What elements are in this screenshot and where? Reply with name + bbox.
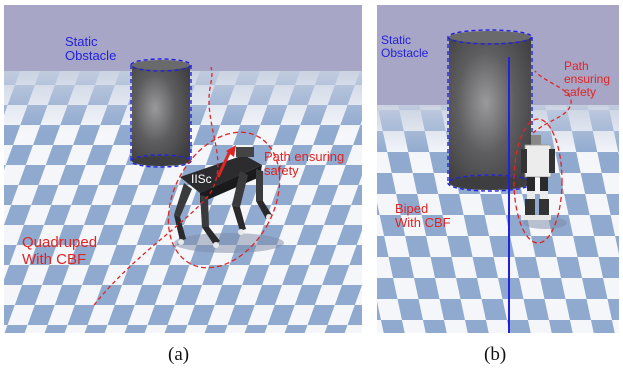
- safe-path-trajectory: [93, 66, 219, 306]
- static-obstacle-label-line1: Static: [381, 33, 412, 47]
- panel-a-simulation-view: Static Obstacle IISc Path ensuring safet…: [4, 5, 362, 333]
- path-label-line2: ensuring: [564, 72, 611, 87]
- safe-path-trajectory: [532, 70, 572, 134]
- biped-robot: [521, 135, 555, 220]
- robot-shadow: [174, 233, 284, 253]
- iisc-logo-text: IISc: [191, 172, 212, 186]
- static-obstacle-label-line2: Obstacle: [381, 46, 429, 61]
- static-obstacle-label-line1: Static: [65, 34, 98, 49]
- panel-b-simulation-view: Static Obstacle Path ensuring safety Bip…: [377, 5, 619, 333]
- path-label-line1: Path: [564, 59, 589, 73]
- robot-label-line2: With CBF: [22, 250, 87, 268]
- quadruped-with-cbf-label: Quadruped With CBF: [22, 234, 98, 268]
- robot-safety-ellipse: [513, 118, 563, 244]
- panel-b-scene: [377, 5, 619, 333]
- path-label-line1: Path ensuring: [264, 149, 345, 164]
- path-ensuring-safety-label: Path ensuring safety: [264, 149, 345, 179]
- path-ensuring-safety-label: Path ensuring safety: [564, 59, 611, 100]
- panel-a-scene: [4, 5, 362, 333]
- robot-label-line1: Quadruped: [22, 234, 98, 251]
- static-obstacle-label: Static Obstacle: [65, 34, 117, 64]
- caption-b: (b): [484, 344, 507, 365]
- static-obstacle-cylinder: [130, 58, 192, 168]
- static-obstacle-cylinder: [447, 29, 533, 192]
- static-obstacle-label: Static Obstacle: [381, 33, 429, 61]
- path-label-line3: safety: [564, 85, 597, 100]
- caption-a: (a): [168, 344, 190, 365]
- robot-label-line2: With CBF: [395, 215, 451, 231]
- static-obstacle-label-line2: Obstacle: [65, 48, 117, 64]
- robot-safety-ellipse: [167, 131, 281, 269]
- path-label-line2: safety: [264, 163, 299, 179]
- quadruped-robot: [174, 145, 272, 248]
- robot-label-line1: Biped: [395, 201, 429, 216]
- biped-with-cbf-label: Biped With CBF: [395, 201, 451, 231]
